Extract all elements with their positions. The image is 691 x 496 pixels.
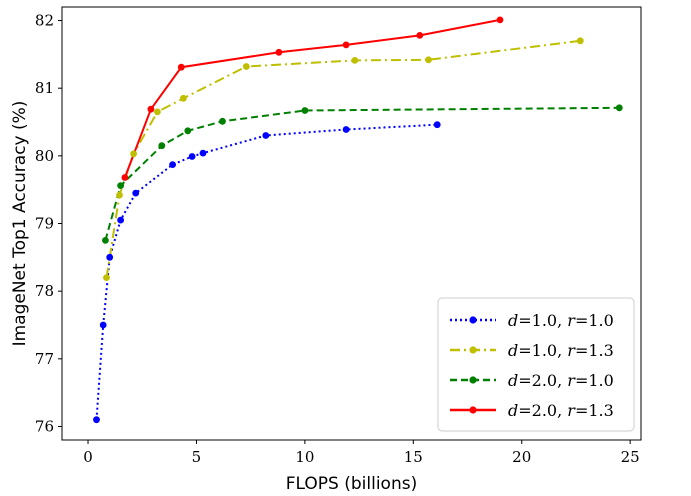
- x-tick-label: 10: [295, 448, 314, 466]
- y-tick-label: 78: [35, 282, 54, 300]
- data-point-3-4: [184, 127, 192, 135]
- legend-marker-2: [469, 346, 477, 354]
- legend-label-2: d=1.0, r=1.3: [508, 341, 614, 360]
- data-point-1-10: [342, 126, 350, 133]
- legend-label-1: d=1.0, r=1.0: [508, 311, 614, 330]
- x-axis-label: FLOPS (billions): [286, 474, 417, 494]
- data-point-1-4: [117, 216, 124, 224]
- data-point-2-8: [425, 56, 432, 64]
- data-point-3-2: [117, 182, 124, 190]
- data-point-1-8: [199, 149, 207, 157]
- y-tick-label: 81: [35, 79, 54, 97]
- y-tick-label: 77: [35, 350, 54, 368]
- data-point-4-6: [416, 32, 424, 39]
- y-tick-label: 80: [35, 147, 54, 165]
- data-point-3-6: [301, 107, 309, 114]
- data-point-2-3: [130, 150, 138, 158]
- data-point-4-2: [147, 105, 155, 113]
- data-point-4-4: [275, 48, 283, 56]
- x-tick-label: 5: [192, 448, 202, 466]
- data-point-1-9: [262, 132, 270, 139]
- data-point-1-5: [132, 189, 140, 197]
- data-point-1-11: [433, 121, 441, 129]
- x-tick-label: 15: [404, 448, 423, 466]
- y-tick-label: 79: [35, 215, 54, 233]
- data-point-4-1: [121, 174, 129, 181]
- data-point-4-3: [177, 63, 185, 71]
- data-point-3-7: [615, 104, 623, 112]
- x-tick-label: 20: [512, 448, 531, 466]
- data-point-2-1: [103, 274, 110, 281]
- data-point-1-6: [169, 161, 177, 169]
- legend-marker-4: [469, 406, 477, 414]
- data-point-2-9: [576, 37, 584, 45]
- data-point-1-1: [93, 416, 100, 424]
- y-tick-label: 82: [35, 12, 54, 30]
- data-point-3-1: [102, 237, 109, 244]
- legend-label-3: d=2.0, r=1.0: [508, 371, 614, 390]
- data-point-2-2: [116, 191, 123, 199]
- legend-box: [437, 297, 635, 432]
- legend: d=1.0, r=1.0 d=1.0, r=1.3 d=2.0, r=1.0 d=2.…: [437, 297, 635, 432]
- data-point-2-5: [180, 94, 187, 102]
- x-tick-label: 25: [621, 448, 640, 466]
- y-tick-label: 76: [35, 417, 54, 435]
- data-point-4-7: [496, 16, 504, 24]
- x-tick-label: 0: [83, 448, 93, 466]
- series-line-3: [104, 106, 620, 241]
- data-point-2-4: [154, 108, 161, 116]
- data-point-3-3: [158, 142, 166, 150]
- series-line-2: [105, 39, 581, 278]
- series-line-1: [95, 123, 438, 420]
- legend-marker-3: [469, 376, 477, 384]
- data-point-2-7: [351, 57, 359, 64]
- legend-marker-1: [469, 316, 477, 324]
- data-point-4-5: [342, 41, 350, 49]
- data-point-1-7: [188, 153, 196, 160]
- data-point-2-6: [242, 63, 250, 70]
- data-point-1-2: [99, 321, 107, 329]
- data-point-3-5: [219, 117, 226, 125]
- legend-label-4: d=2.0, r=1.3: [508, 401, 614, 420]
- y-axis-label: ImageNet Top1 Accuracy (%): [10, 101, 30, 347]
- data-point-1-3: [106, 253, 114, 261]
- series-points: [93, 16, 623, 424]
- axis-ticks: 0 5 10 15 20 25 76 77 78 79 80 81 82: [35, 12, 640, 466]
